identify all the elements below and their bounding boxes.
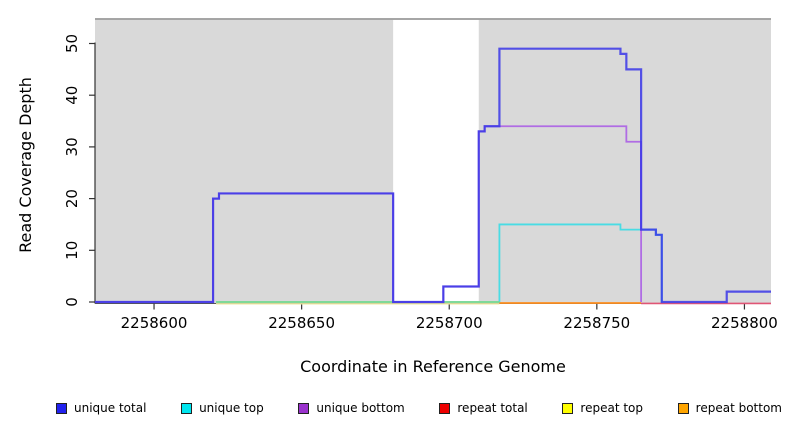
legend-swatch-unique_total (56, 402, 67, 414)
legend-item-unique_top: unique top (181, 400, 264, 416)
legend-swatch-repeat_top (562, 402, 574, 414)
series-line-unique_total (95, 47, 771, 304)
y-tick-label: 10 (63, 241, 81, 260)
x-tick-label: 2258800 (711, 314, 778, 332)
legend: unique total unique top unique bottom repea… (56, 400, 782, 416)
legend-item-unique_bottom: unique bottom (298, 400, 405, 416)
legend-label: unique top (199, 401, 264, 415)
legend-item-unique_total: unique total (56, 400, 146, 416)
y-tick-label: 0 (63, 297, 81, 307)
y-tick-label: 30 (63, 137, 81, 156)
y-tick-label: 50 (63, 34, 81, 53)
legend-label: unique total (74, 401, 147, 415)
legend-label: repeat top (580, 401, 644, 415)
legend-label: unique bottom (316, 401, 405, 415)
legend-item-repeat_top: repeat top (562, 400, 643, 416)
x-tick-label: 2258700 (416, 314, 483, 332)
x-axis-label: Coordinate in Reference Genome (300, 357, 566, 376)
legend-swatch-repeat_bottom (677, 402, 689, 414)
shaded-region (95, 19, 394, 304)
legend-swatch-unique_top (181, 402, 193, 414)
x-tick-label: 2258650 (268, 314, 335, 332)
legend-label: repeat bottom (695, 401, 782, 415)
legend-item-repeat_bottom: repeat bottom (677, 400, 782, 416)
y-tick-label: 40 (63, 86, 81, 105)
x-tick-label: 2258600 (121, 314, 188, 332)
legend-swatch-repeat_total (439, 402, 451, 414)
legend-swatch-unique_bottom (298, 402, 310, 414)
legend-label: repeat total (457, 401, 528, 415)
y-axis-label: Read Coverage Depth (16, 77, 35, 253)
shaded-region (478, 19, 771, 304)
x-tick-label: 2258750 (563, 314, 630, 332)
legend-item-repeat_total: repeat total (439, 400, 528, 416)
y-tick-label: 20 (63, 189, 81, 208)
